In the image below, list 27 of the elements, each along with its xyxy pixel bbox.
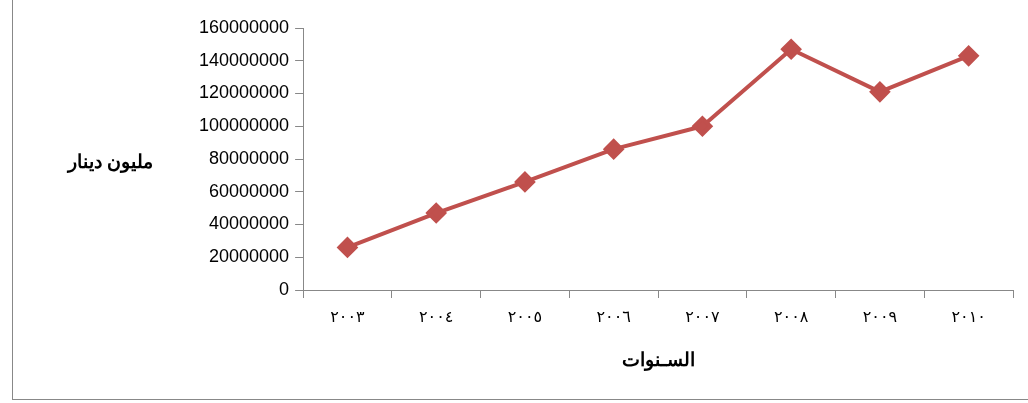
point	[337, 237, 358, 258]
point	[869, 81, 890, 102]
point	[781, 39, 802, 60]
point	[514, 171, 535, 192]
y-tick-label: 140000000	[198, 49, 290, 70]
x-tick-label: ٢٠٠٧	[685, 306, 721, 326]
x-tick-label: ٢٠٠٦	[596, 306, 631, 326]
y-tick-label: 120000000	[198, 82, 290, 103]
x-tick-label: ٢٠١٠	[951, 306, 986, 326]
x-tick-label: ٢٠٠٤	[419, 306, 454, 326]
x-tick-label: ٢٠٠٩	[862, 306, 898, 326]
point	[603, 139, 624, 160]
y-tick-label: 0	[279, 278, 290, 299]
y-tick-label: 40000000	[209, 213, 290, 234]
point	[426, 203, 447, 224]
x-tick-label: ٢٠٠٣	[330, 306, 366, 326]
y-axis-title: مليون دينار	[68, 150, 154, 173]
y-tick-label: 100000000	[198, 115, 290, 136]
y-tick-label: 80000000	[209, 147, 290, 168]
y-tick-label: 20000000	[209, 246, 290, 267]
x-tick-label: ٢٠٠٨	[773, 306, 809, 326]
x-axis-title: السـنوات	[621, 348, 695, 371]
x-tick-label: ٢٠٠٥	[507, 306, 543, 326]
y-tick-label: 160000000	[198, 16, 290, 37]
point	[692, 116, 713, 137]
y-tick-label: 60000000	[209, 180, 290, 201]
point	[958, 45, 979, 66]
